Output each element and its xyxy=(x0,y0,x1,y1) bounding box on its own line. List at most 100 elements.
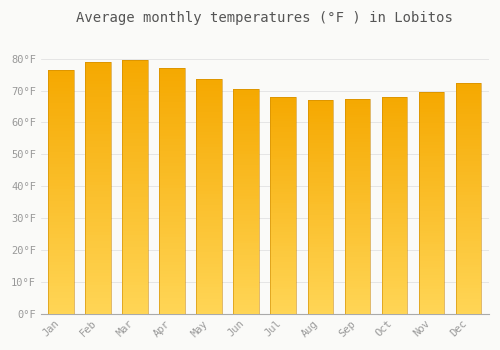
Bar xyxy=(382,124,407,127)
Bar xyxy=(308,105,334,108)
Bar xyxy=(418,181,444,183)
Bar xyxy=(234,111,260,114)
Bar xyxy=(344,249,370,252)
Bar xyxy=(456,302,481,305)
Bar xyxy=(48,289,74,292)
Bar xyxy=(196,199,222,202)
Bar xyxy=(270,121,296,124)
Bar xyxy=(270,262,296,265)
Bar xyxy=(48,85,74,88)
Bar xyxy=(382,138,407,140)
Bar xyxy=(86,285,112,288)
Bar xyxy=(196,293,222,296)
Bar xyxy=(456,108,481,112)
Bar xyxy=(418,253,444,256)
Bar xyxy=(160,194,186,197)
Bar xyxy=(160,234,186,237)
Bar xyxy=(234,162,260,165)
Bar xyxy=(234,126,260,128)
Bar xyxy=(48,183,74,186)
Bar xyxy=(196,179,222,182)
Bar xyxy=(456,132,481,135)
Bar xyxy=(48,192,74,195)
Bar xyxy=(86,295,112,298)
Bar xyxy=(196,176,222,179)
Bar xyxy=(196,126,222,129)
Bar xyxy=(234,274,260,277)
Bar xyxy=(270,192,296,195)
Bar xyxy=(344,115,370,117)
Bar xyxy=(456,288,481,290)
Bar xyxy=(308,226,334,228)
Bar xyxy=(196,243,222,246)
Bar xyxy=(48,228,74,231)
Bar xyxy=(418,197,444,200)
Bar xyxy=(86,270,112,273)
Bar xyxy=(270,232,296,235)
Bar xyxy=(270,284,296,287)
Bar xyxy=(456,83,481,85)
Bar xyxy=(308,127,334,130)
Bar xyxy=(418,300,444,303)
Bar xyxy=(308,207,334,210)
Bar xyxy=(270,306,296,308)
Bar xyxy=(344,201,370,203)
Bar xyxy=(48,250,74,253)
Bar xyxy=(418,103,444,106)
Bar xyxy=(418,264,444,267)
Bar xyxy=(196,141,222,144)
Bar xyxy=(234,210,260,212)
Bar xyxy=(196,249,222,252)
Bar xyxy=(382,173,407,176)
Bar xyxy=(234,142,260,145)
Bar xyxy=(456,114,481,117)
Bar xyxy=(48,176,74,180)
Bar xyxy=(456,152,481,155)
Bar xyxy=(270,230,296,232)
Bar xyxy=(234,280,260,283)
Bar xyxy=(234,89,260,314)
Bar xyxy=(382,232,407,235)
Bar xyxy=(196,287,222,290)
Bar xyxy=(48,204,74,207)
Bar xyxy=(122,253,148,257)
Bar xyxy=(48,207,74,210)
Bar xyxy=(344,262,370,265)
Bar xyxy=(270,203,296,205)
Bar xyxy=(418,209,444,211)
Bar xyxy=(160,71,186,75)
Bar xyxy=(86,103,112,106)
Bar xyxy=(344,246,370,249)
Bar xyxy=(196,94,222,97)
Bar xyxy=(456,253,481,256)
Bar xyxy=(382,151,407,154)
Bar xyxy=(308,233,334,236)
Bar xyxy=(382,240,407,243)
Bar xyxy=(160,188,186,191)
Bar xyxy=(456,123,481,126)
Bar xyxy=(86,78,112,81)
Bar xyxy=(344,284,370,287)
Bar xyxy=(418,95,444,98)
Bar xyxy=(418,153,444,156)
Bar xyxy=(456,244,481,247)
Bar xyxy=(48,70,74,314)
Bar xyxy=(86,169,112,172)
Bar xyxy=(160,117,186,120)
Bar xyxy=(86,68,112,71)
Bar xyxy=(234,258,260,260)
Bar xyxy=(308,100,334,103)
Bar xyxy=(48,97,74,100)
Bar xyxy=(196,103,222,106)
Bar xyxy=(48,292,74,295)
Bar xyxy=(308,287,334,290)
Bar xyxy=(122,171,148,174)
Bar xyxy=(344,117,370,120)
Bar xyxy=(160,90,186,93)
Bar xyxy=(196,153,222,155)
Bar xyxy=(48,234,74,238)
Bar xyxy=(418,161,444,164)
Bar xyxy=(234,92,260,94)
Bar xyxy=(270,103,296,105)
Bar xyxy=(270,100,296,103)
